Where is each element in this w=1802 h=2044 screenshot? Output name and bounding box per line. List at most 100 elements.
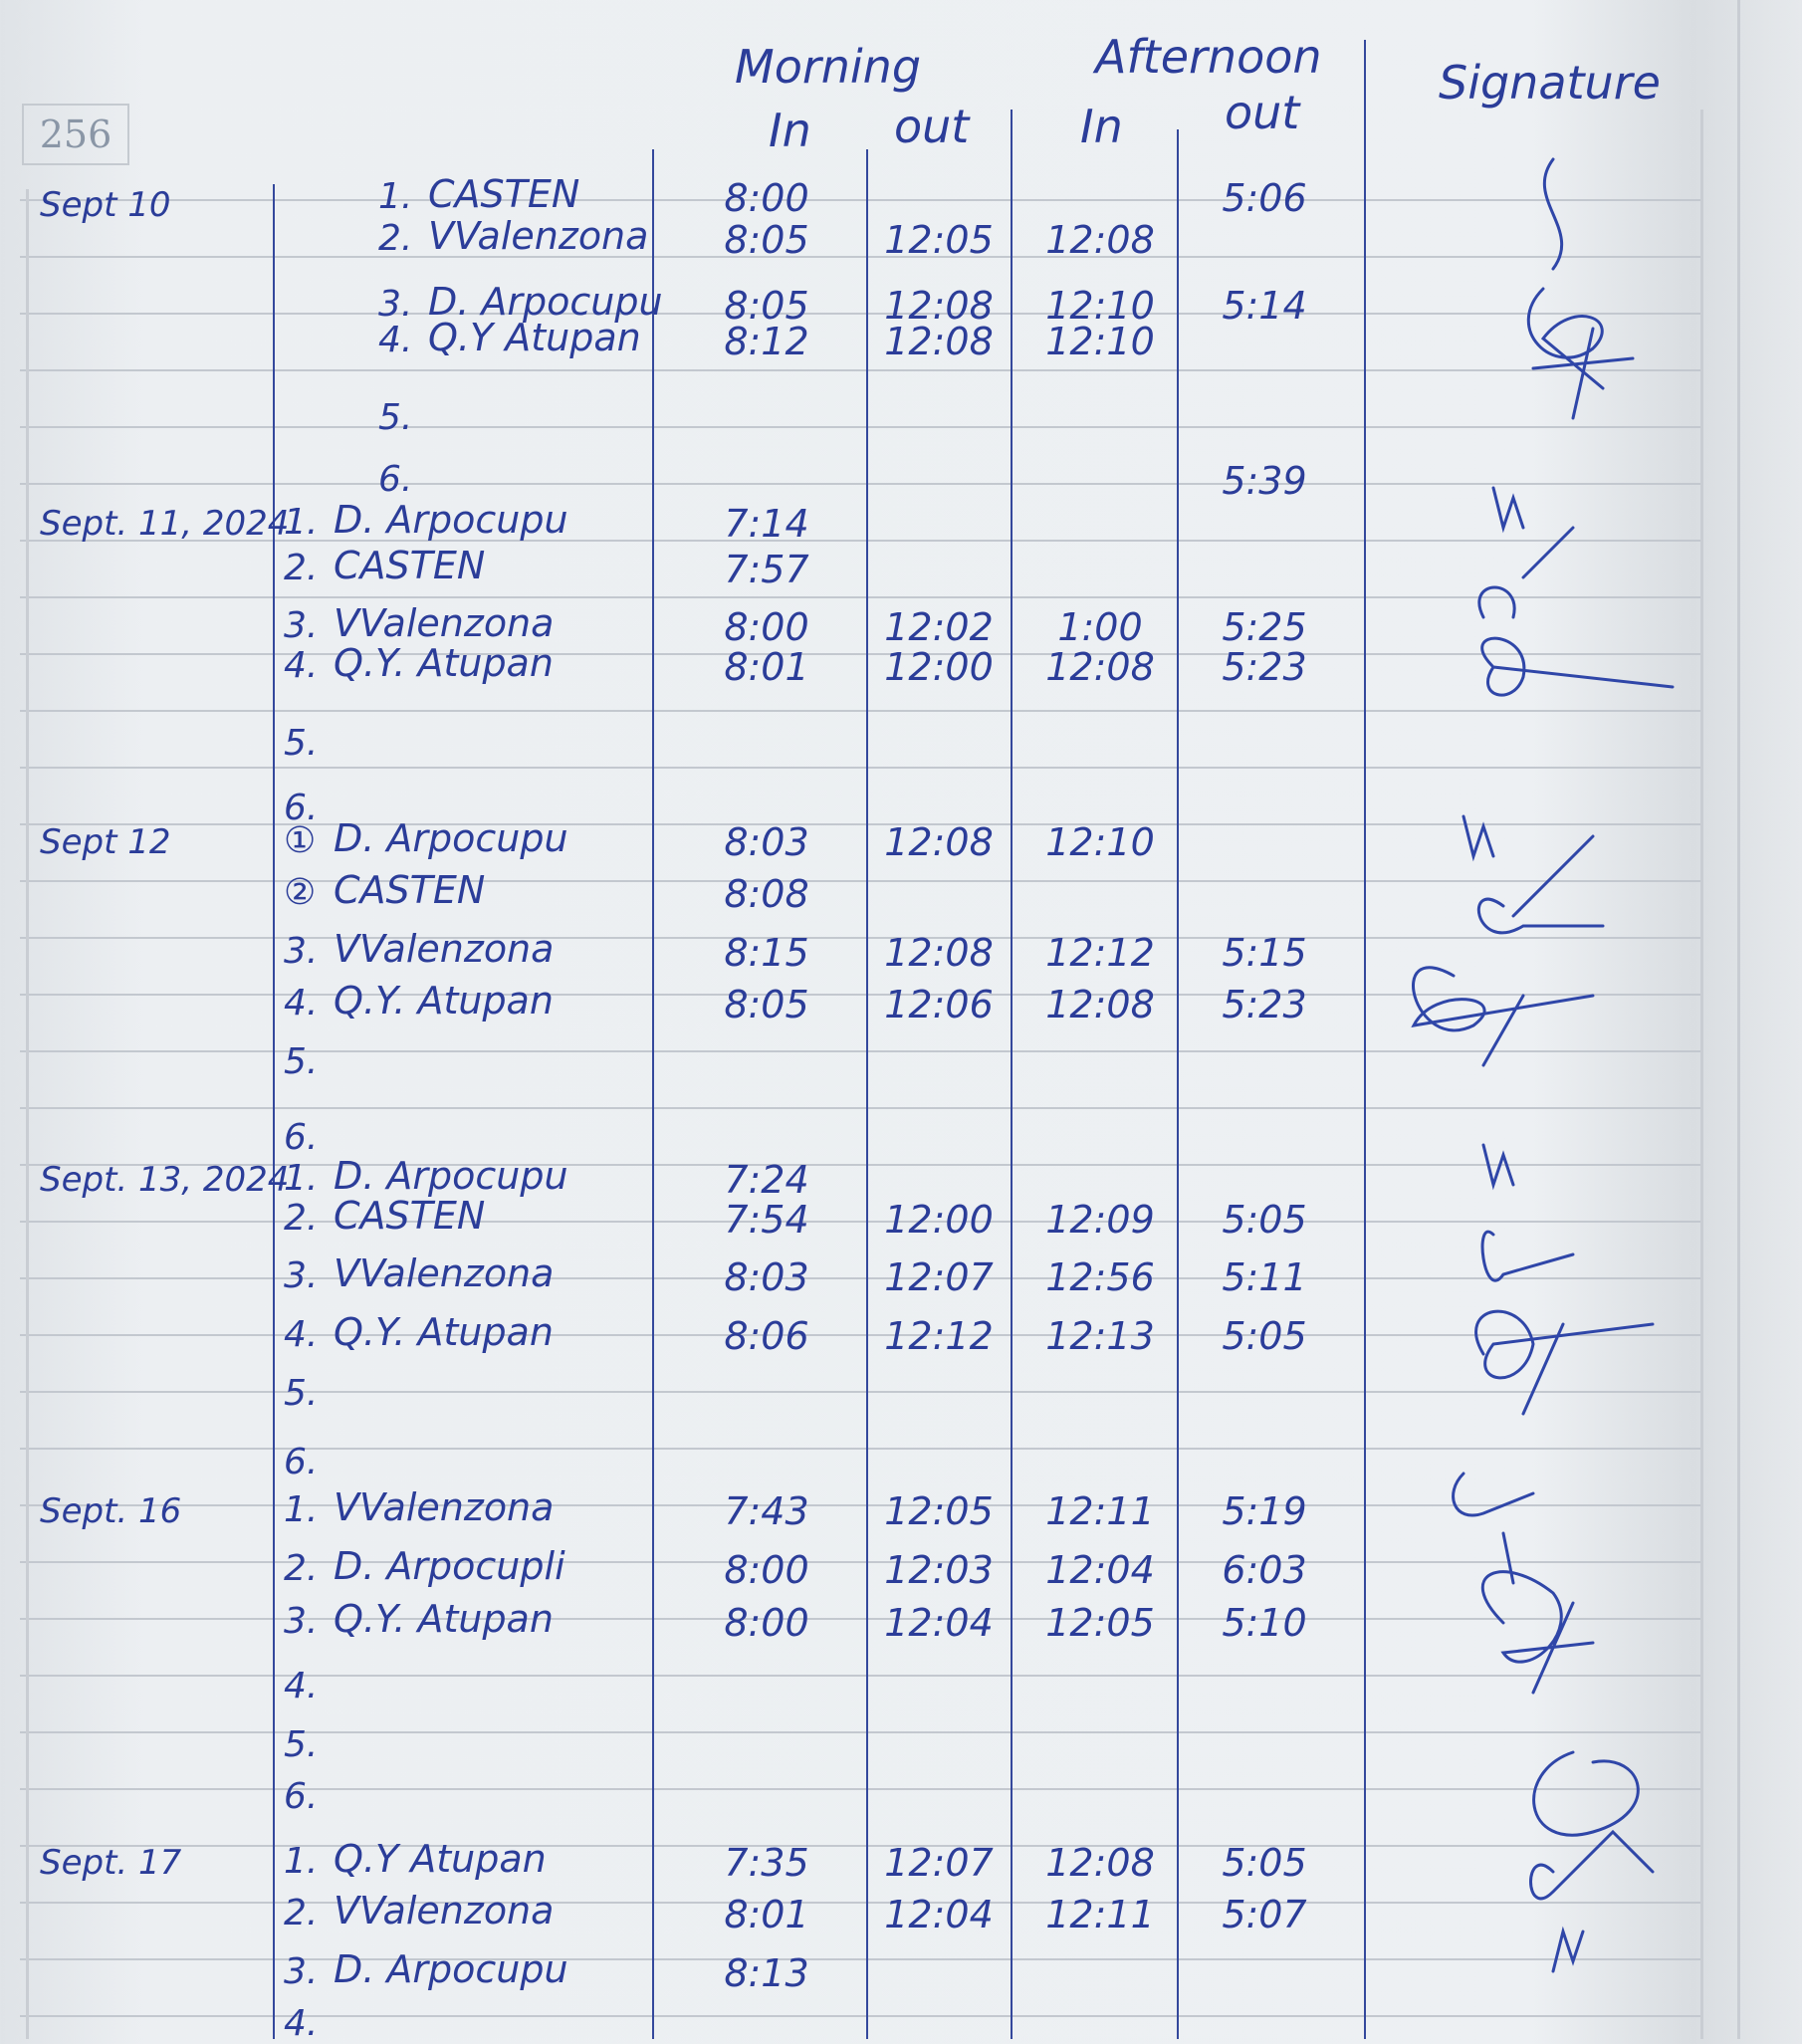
time-a-out: 5:15	[1222, 930, 1307, 975]
header-afternoon-in: In	[1080, 100, 1123, 153]
ruled-line	[20, 880, 1702, 882]
column-divider	[866, 149, 868, 2039]
page-edge	[1700, 110, 1703, 2039]
ruled-line	[20, 1050, 1702, 1052]
time-m-in: 7:14	[724, 501, 809, 546]
employee-name: D. Arpocupu	[334, 1154, 568, 1199]
header-afternoon: Afternoon	[1095, 30, 1322, 84]
time-a-in: 1:00	[1057, 605, 1143, 650]
time-m-out: 12:08	[884, 930, 994, 975]
ruled-line	[20, 1958, 1702, 1960]
row-number: 6.	[284, 1775, 319, 1817]
time-m-out: 12:08	[884, 320, 994, 364]
time-a-out: 6:03	[1222, 1548, 1307, 1593]
time-a-out: 5:05	[1222, 1197, 1307, 1242]
ruled-line	[20, 199, 1702, 201]
time-m-in: 8:06	[724, 1314, 809, 1359]
time-a-in: 12:08	[1045, 644, 1155, 689]
time-a-out: 5:10	[1222, 1600, 1307, 1645]
employee-name: Q.Y Atupan	[334, 1837, 547, 1882]
employee-name: D. Arpocupu	[334, 815, 568, 860]
time-m-in: 8:08	[724, 872, 809, 917]
employee-name: D. Arpocupu	[334, 1947, 568, 1992]
time-a-in: 12:09	[1045, 1197, 1155, 1242]
row-number: ①	[284, 819, 317, 861]
ruled-line	[20, 710, 1702, 712]
header-signature: Signature	[1439, 56, 1661, 110]
ruled-line	[20, 653, 1702, 655]
column-divider	[273, 184, 275, 2039]
time-a-in: 12:08	[1045, 218, 1155, 263]
ruled-line	[20, 1107, 1702, 1109]
signature-mark	[1474, 1143, 1655, 1416]
row-number: 3.	[284, 605, 319, 647]
time-a-out: 5:23	[1222, 644, 1307, 689]
ruled-line	[20, 1448, 1702, 1450]
time-m-in: 8:01	[724, 644, 809, 689]
time-m-out: 12:06	[884, 983, 994, 1027]
time-m-in: 8:01	[724, 1893, 809, 1937]
time-m-out: 12:00	[884, 644, 994, 689]
signature-mark	[1411, 814, 1605, 1067]
time-m-in: 8:12	[724, 320, 809, 364]
employee-name: CASTEN	[334, 1193, 486, 1238]
time-m-in: 7:35	[724, 1841, 809, 1886]
signature-mark	[1529, 1750, 1655, 1973]
entry-date: Sept. 16	[40, 1491, 182, 1532]
row-number: 5.	[284, 1040, 319, 1082]
column-divider	[652, 149, 654, 2039]
employee-name: D. Arpocupli	[334, 1544, 565, 1589]
employee-name: D. Arpocupu	[428, 279, 663, 324]
row-number: 4.	[284, 1665, 319, 1706]
time-a-out: 5:25	[1222, 605, 1307, 650]
row-number: 1.	[284, 1841, 319, 1883]
row-number: 1.	[284, 1158, 319, 1200]
time-m-in: 8:05	[724, 283, 809, 328]
ruled-line	[20, 1391, 1702, 1393]
employee-name: CASTEN	[334, 868, 486, 913]
employee-name: VValenzona	[334, 1251, 555, 1296]
time-m-out: 12:02	[884, 605, 994, 650]
time-a-out: 5:11	[1222, 1255, 1307, 1300]
time-a-out: 5:19	[1222, 1489, 1307, 1534]
time-m-out: 12:04	[884, 1893, 994, 1937]
row-number: 5.	[378, 397, 413, 439]
time-a-in: 12:56	[1045, 1255, 1155, 1300]
time-m-in: 8:13	[724, 1951, 809, 1996]
row-number: 5.	[284, 1723, 319, 1765]
row-number: 4.	[378, 320, 413, 361]
employee-name: Q.Y. Atupan	[334, 640, 554, 685]
ruled-line	[20, 994, 1702, 996]
column-divider	[1011, 110, 1013, 2039]
row-number: 3.	[284, 1951, 319, 1993]
employee-name: CASTEN	[334, 543, 486, 587]
header-morning-out: out	[894, 100, 970, 153]
time-m-in: 8:00	[724, 605, 809, 650]
ruled-line	[20, 369, 1702, 371]
ruled-line	[20, 1845, 1702, 1847]
column-divider	[1177, 129, 1179, 2039]
ruled-line	[20, 256, 1702, 258]
row-number: 2.	[378, 218, 413, 260]
time-m-out: 12:08	[884, 283, 994, 328]
ruled-line	[20, 483, 1702, 485]
time-a-in: 12:11	[1045, 1489, 1155, 1534]
entry-date: Sept 10	[40, 184, 171, 225]
time-m-in: 8:05	[724, 218, 809, 263]
time-m-in: 8:15	[724, 930, 809, 975]
ruled-line	[20, 313, 1702, 315]
entry-date: Sept. 11, 2024	[40, 503, 290, 544]
row-number: 4.	[284, 2003, 319, 2044]
time-a-out: 5:23	[1222, 983, 1307, 1027]
time-a-out: 5:05	[1222, 1314, 1307, 1359]
header-afternoon-out: out	[1225, 86, 1300, 139]
time-m-out: 12:03	[884, 1548, 994, 1593]
entry-date: Sept. 13, 2024	[40, 1160, 290, 1201]
time-m-in: 8:03	[724, 819, 809, 864]
time-a-in: 12:10	[1045, 819, 1155, 864]
time-a-in: 12:12	[1045, 930, 1155, 975]
row-number: 2.	[284, 1548, 319, 1590]
employee-name: VValenzona	[334, 1485, 555, 1530]
time-m-in: 8:00	[724, 1600, 809, 1645]
employee-name: Q.Y. Atupan	[334, 1310, 554, 1355]
